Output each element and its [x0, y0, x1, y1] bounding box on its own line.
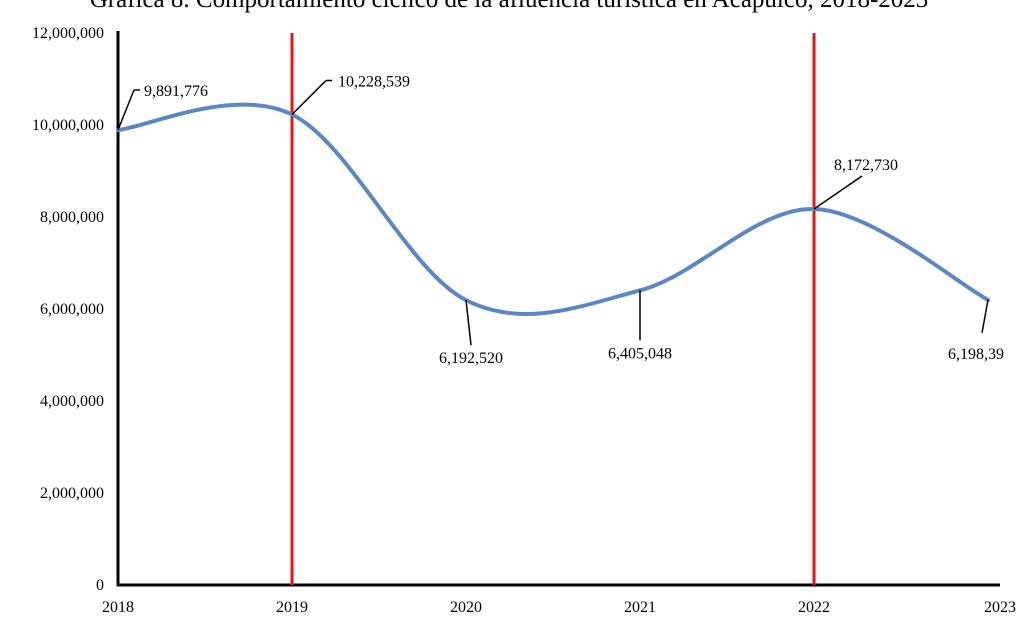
data-labels: 9,891,776 10,228,539 6,192,520 6,405,048 8,1… — [117, 73, 1004, 367]
x-tick-label: 2021 — [624, 599, 656, 616]
x-tick-label: 2023 — [984, 599, 1016, 616]
y-tick-label: 10,000,000 — [32, 117, 104, 134]
x-tick-label: 2022 — [798, 599, 830, 616]
axes — [116, 31, 1000, 587]
data-label: 6,405,048 — [608, 345, 672, 362]
data-label: 9,891,776 — [144, 83, 208, 100]
x-tick-label: 2020 — [450, 599, 482, 616]
data-label-leader — [291, 79, 327, 116]
tick-labels: 0 2,000,000 4,000,000 6,000,000 8,000,000 10,… — [32, 25, 1016, 616]
data-label-leader — [117, 89, 135, 131]
data-label: 6,192,520 — [439, 350, 503, 367]
y-tick-label: 4,000,000 — [40, 393, 104, 410]
data-label: 8,172,730 — [834, 157, 898, 174]
data-label-leader — [981, 299, 989, 334]
data-label-leader — [465, 300, 472, 346]
x-tick-label: 2018 — [102, 599, 134, 616]
vertical-markers — [290, 33, 816, 585]
series — [116, 102, 990, 317]
y-tick-label: 0 — [96, 577, 104, 594]
y-tick-label: 6,000,000 — [40, 301, 104, 318]
chart-title: Gráfica 8. Comportamiento cíclico de la … — [0, 0, 1018, 14]
y-tick-label: 12,000,000 — [32, 25, 104, 42]
x-tick-label: 2019 — [276, 599, 308, 616]
y-tick-label: 2,000,000 — [40, 485, 104, 502]
series-line — [116, 102, 990, 317]
y-tick-label: 8,000,000 — [40, 209, 104, 226]
data-label-leader — [813, 175, 863, 210]
data-label: 6,198,39 — [948, 346, 1004, 363]
data-label: 10,228,539 — [338, 73, 410, 90]
